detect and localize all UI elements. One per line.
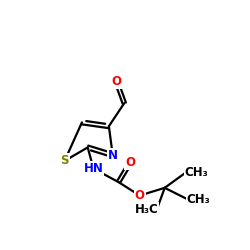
Text: O: O xyxy=(135,189,145,202)
Text: CH₃: CH₃ xyxy=(184,166,208,179)
Text: HN: HN xyxy=(84,162,103,175)
Text: S: S xyxy=(60,154,69,168)
Text: CH₃: CH₃ xyxy=(186,193,210,206)
Text: O: O xyxy=(125,156,135,169)
Text: N: N xyxy=(108,148,118,162)
Text: O: O xyxy=(112,76,122,88)
Text: H₃C: H₃C xyxy=(134,202,158,215)
